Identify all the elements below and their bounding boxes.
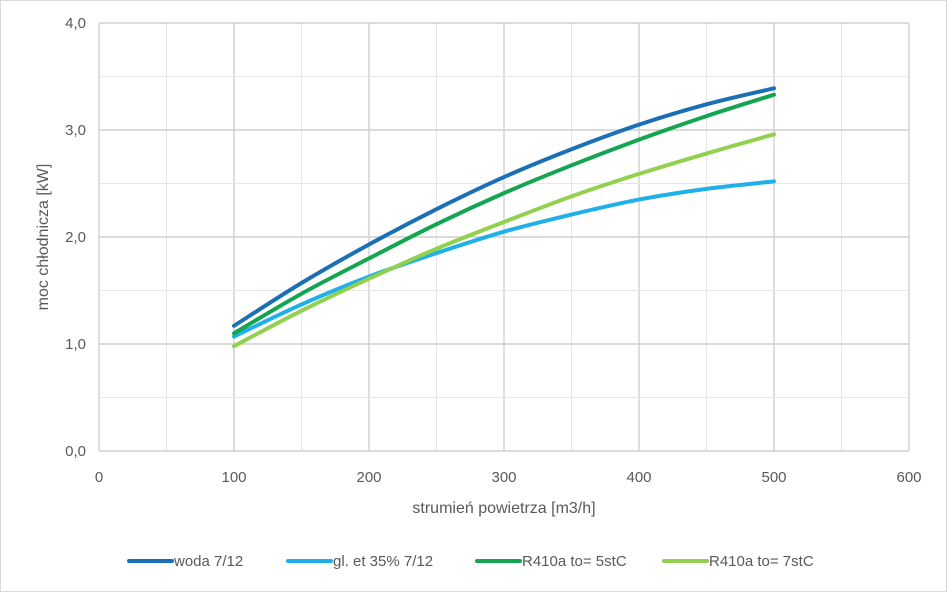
x-tick-label: 300 [491, 469, 516, 486]
series-line-4 [232, 132, 776, 349]
x-tick-label: 200 [356, 469, 381, 486]
legend-label: gl. et 35% 7/12 [333, 553, 433, 570]
x-tick-label: 100 [221, 469, 246, 486]
grid-lines [98, 22, 910, 452]
x-tick-label: 400 [626, 469, 651, 486]
y-axis-title: moc chłodnicza [kW] [35, 164, 52, 311]
x-tick-label: 600 [896, 469, 921, 486]
series-lines [232, 86, 776, 349]
y-tick-label: 0,0 [65, 443, 86, 460]
legend-label: woda 7/12 [173, 553, 243, 570]
x-tick-label: 0 [95, 469, 103, 486]
legend: woda 7/12 gl. et 35% 7/12 R410a to= 5stC R4… [127, 553, 814, 570]
y-tick-label: 3,0 [65, 122, 86, 139]
series-line-2 [232, 179, 776, 339]
x-axis-title: strumień powietrza [m3/h] [412, 500, 595, 517]
legend-label: R410a to= 5stC [522, 553, 627, 570]
y-axis-ticks: 0,0 1,0 2,0 3,0 4,0 [65, 15, 86, 460]
y-tick-label: 1,0 [65, 336, 86, 353]
series-line-3 [232, 92, 776, 336]
x-axis-ticks: 0 100 200 300 400 500 600 [95, 469, 922, 486]
x-tick-label: 500 [761, 469, 786, 486]
legend-label: R410a to= 7stC [709, 553, 814, 570]
y-tick-label: 2,0 [65, 229, 86, 246]
y-tick-label: 4,0 [65, 15, 86, 32]
series-line-1 [232, 86, 776, 328]
